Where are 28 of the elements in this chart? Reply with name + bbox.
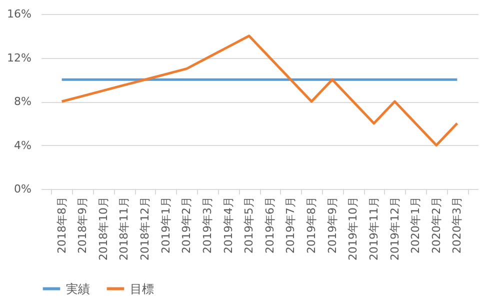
x-tick-label: 2019年1月 [159, 196, 172, 254]
x-tick-label: 2019年9月 [326, 196, 339, 254]
x-tick-label: 2020年1月 [409, 196, 422, 254]
line-series [60, 34, 458, 146]
x-tick-label: 2018年9月 [76, 196, 90, 254]
x-tick-label: 2019年6月 [263, 196, 276, 254]
x-tick-label: 2020年3月 [450, 196, 464, 254]
x-tick-label: 2018年11月 [118, 196, 131, 260]
y-tick-label: 8% [14, 95, 32, 108]
x-tick-label: 2018年8月 [55, 196, 68, 254]
x-tick-label: 2018年10月 [96, 196, 110, 260]
x-tick-label: 2020年2月 [430, 196, 443, 254]
legend-label: 実績 [66, 282, 90, 296]
legend-label: 目標 [130, 282, 154, 296]
x-tick-label: 2019年7月 [284, 196, 298, 254]
y-tick-label: 12% [7, 51, 32, 64]
x-tick-label: 2018年12月 [138, 196, 152, 260]
x-tick-label: 2019年11月 [367, 196, 380, 260]
x-tick-label: 2019年3月 [200, 196, 214, 254]
x-tick-label: 2019年5月 [242, 196, 256, 254]
x-tick-label: 2019年12月 [388, 196, 402, 260]
y-tick-label: 16% [7, 8, 32, 20]
x-tick-label: 2019年8月 [305, 196, 318, 254]
x-tick-label: 2019年2月 [180, 196, 194, 254]
x-tick-label: 2019年10月 [346, 196, 360, 260]
x-tick-label: 2019年4月 [222, 196, 235, 254]
y-tick-label: 4% [14, 138, 32, 152]
y-tick-label: 0% [14, 182, 32, 196]
